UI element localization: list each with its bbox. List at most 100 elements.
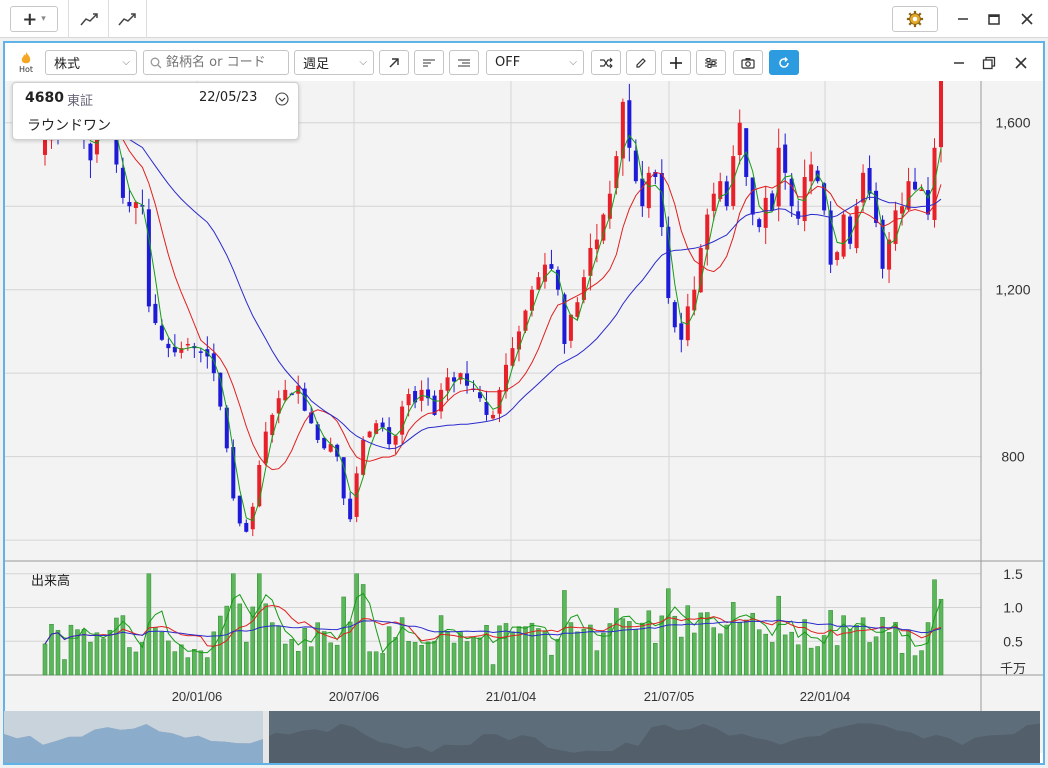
volume-bar [523,626,528,676]
candle-body [789,178,794,207]
refresh-button[interactable] [769,50,799,75]
volume-bar [88,641,93,676]
search-box[interactable] [143,50,289,75]
volume-bar [750,612,755,676]
volume-bar [841,615,846,676]
refresh-icon [779,56,789,68]
candle-body [822,183,827,211]
candle-body [237,495,242,524]
volume-bar [185,657,191,676]
volume-bar [607,623,613,676]
volume-bar [211,631,217,676]
volume-bar [588,624,593,676]
candle-body [490,414,496,419]
candle-body [529,289,534,311]
candle-body [114,131,119,165]
volume-bar [912,655,918,676]
candle-body [458,373,463,380]
candle-body [685,306,690,341]
settings-button[interactable] [892,6,938,32]
volume-bar [198,650,204,676]
candle-body [698,247,703,293]
align-left-button[interactable] [414,50,444,75]
candle-body [783,144,788,173]
candle-body [913,181,918,190]
candle-body [815,170,820,182]
chart-settings-button[interactable] [696,50,726,75]
period-select[interactable]: 週足 ⌵ [294,50,374,75]
add-chart-button[interactable]: + ▾ [10,6,58,32]
chart-minimize-button[interactable] [947,51,971,75]
candle-body [516,331,521,350]
volume-bar [289,639,294,676]
volume-bar [919,650,924,676]
candle-body [244,522,249,532]
hot-button[interactable]: Hot [11,47,41,79]
shuffle-button[interactable] [591,50,621,75]
volume-bar [627,621,632,676]
trendline-tool-button[interactable] [379,50,409,75]
volume-bar [906,629,911,676]
indicator-select[interactable]: OFF ⌵ [486,50,584,75]
align-right-button[interactable] [449,50,479,75]
draw-button[interactable] [626,50,656,75]
price-chart[interactable]: 20/01/06 20/07/06 21/01/04 21/07/05 22/01/04… [5,81,1043,753]
candle-body [776,147,781,207]
candle-body [523,310,528,331]
candle-body [828,210,833,265]
plus-icon: + [22,8,38,30]
chart-restore-button[interactable] [977,51,1001,75]
volume-bar [250,606,256,676]
candle-body [555,269,560,290]
flame-icon [21,52,31,64]
candle-body [218,372,223,407]
candle-body [568,314,573,341]
chart-toolbar: Hot 株式 ⌵ 週足 ⌵ OFF ⌵ [5,43,1043,81]
trend-chart-icon[interactable] [74,6,104,32]
close-button[interactable] [1014,6,1040,32]
chart-close-button[interactable] [1009,51,1033,75]
volume-tick-label: 0.5 [1003,633,1023,649]
crosshair-button[interactable] [661,50,691,75]
candle-body [926,190,931,215]
candle-body [257,465,262,507]
volume-bar [666,588,671,676]
chart-window: Hot 株式 ⌵ 週足 ⌵ OFF ⌵ [3,41,1045,765]
volume-bar [256,573,262,676]
candle-body [153,303,158,324]
volume-bar [653,643,658,676]
price-tick-label: 1,200 [995,282,1030,298]
volume-bar [769,642,775,676]
volume-bar [808,647,814,676]
date-tick-label: 21/07/05 [644,689,695,704]
maximize-button[interactable] [981,6,1007,32]
volume-bar [425,641,431,676]
candle-body [867,167,872,194]
market-select[interactable]: 株式 ⌵ [45,50,137,75]
volume-bar [756,629,762,676]
search-input[interactable] [166,55,284,70]
candle-body [432,395,437,415]
candle-body [627,100,632,148]
trend-chart-icon-2[interactable] [112,6,142,32]
volume-bar [81,629,87,676]
chevron-down-icon: ▾ [41,14,46,24]
chevron-down-circle-icon[interactable] [275,92,289,106]
time-navigator[interactable] [4,711,1040,763]
candle-body [198,351,203,353]
volume-bar [172,651,178,676]
screenshot-button[interactable] [733,50,763,75]
volume-bar [42,643,48,676]
volume-bar [68,624,74,676]
navigator-handle[interactable] [263,711,269,763]
minimize-button[interactable] [950,6,976,32]
volume-bar [679,636,684,676]
volume-bar [393,637,398,676]
volume-bar [516,626,522,676]
volume-bar [205,657,210,676]
candle-body [581,277,586,300]
volume-bar [854,625,859,676]
candle-body [575,302,580,317]
volume-bar [640,622,645,676]
stock-info-popup: 4680 東証 22/05/23 ラウンドワン [12,82,299,140]
